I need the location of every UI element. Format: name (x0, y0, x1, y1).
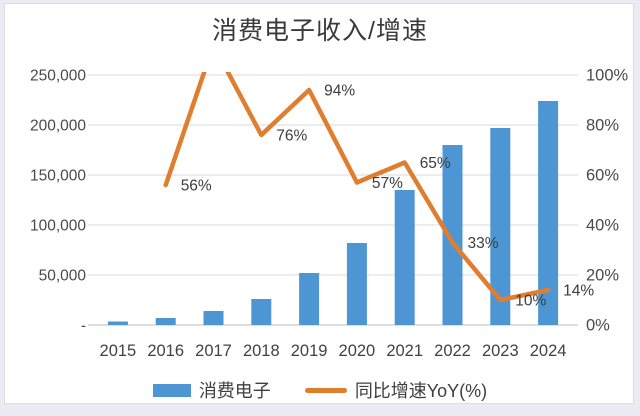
legend-line-label: 同比增速YoY(%) (354, 381, 488, 401)
chart-card (4, 3, 634, 404)
chart-legend: 消费电子 同比增速YoY(%) (0, 377, 640, 403)
legend-item-yoy: 同比增速YoY(%) (304, 377, 488, 403)
legend-item-revenue: 消费电子 (152, 377, 271, 403)
legend-bar-swatch (152, 383, 191, 397)
chart-title: 消费电子收入/增速 (212, 17, 428, 45)
legend-line-swatch (304, 387, 347, 393)
legend-bar-label: 消费电子 (198, 381, 271, 401)
